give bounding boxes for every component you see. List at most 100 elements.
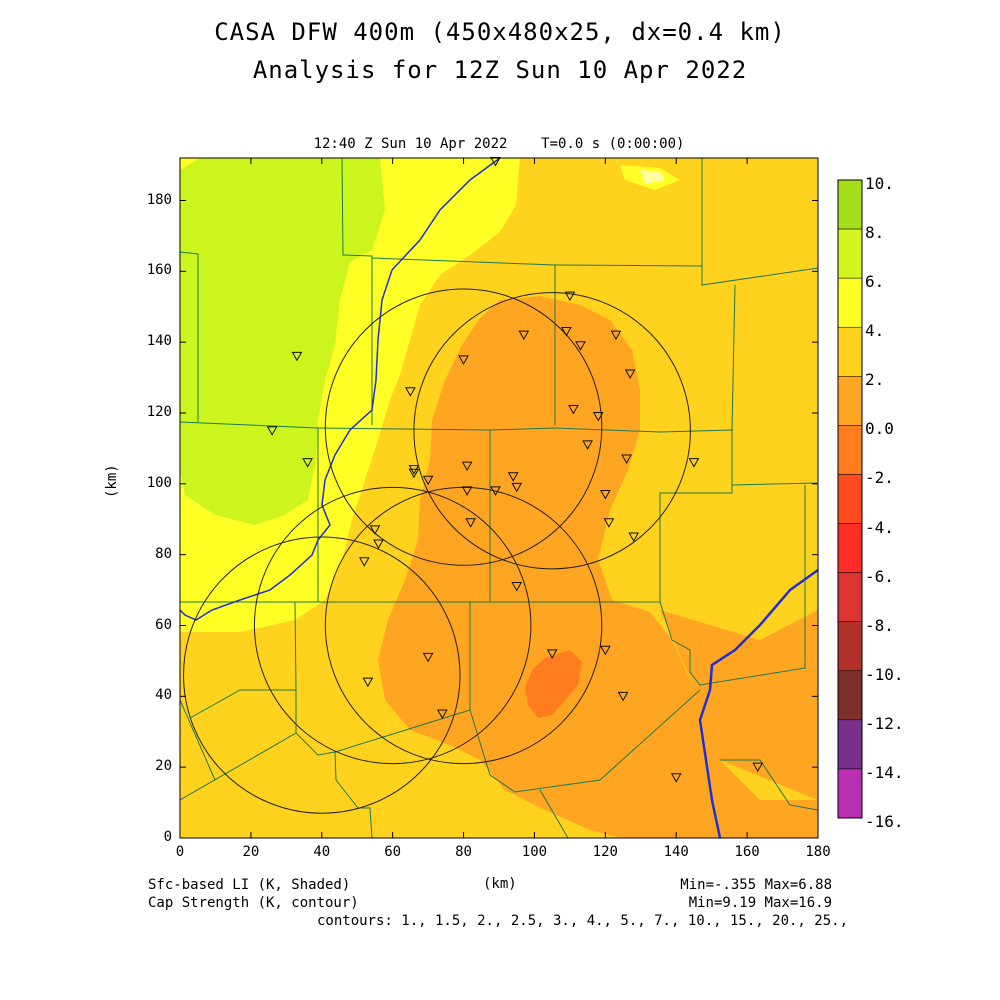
colorbar-label: -14. <box>865 762 904 782</box>
station-marker-icon <box>302 458 313 468</box>
colorbar-label: -10. <box>865 664 904 684</box>
x-tick-label: 40 <box>313 844 331 860</box>
y-tick-label: 0 <box>163 829 172 845</box>
station-marker-icon <box>461 461 473 472</box>
y-axis-label: (km) <box>104 464 120 498</box>
colorbar-label: 2. <box>865 370 885 390</box>
station-marker-icon <box>518 330 530 341</box>
li-band-6-to-8 <box>180 158 385 525</box>
colorbar-swatch <box>837 768 863 819</box>
station-marker-icon <box>373 539 384 550</box>
y-tick-label: 80 <box>155 545 172 562</box>
colorbar-swatch <box>837 474 863 524</box>
contour-min-max: Min=9.19 Max=16.9 <box>688 895 832 911</box>
colorbar-label: 6. <box>865 272 885 292</box>
shaded-field-label: Sfc-based LI (K, Shaded) <box>148 877 351 893</box>
colorbar-swatch <box>837 621 863 672</box>
colorbar-frame <box>837 179 863 819</box>
y-tick-label: 100 <box>146 474 172 491</box>
y-tick-label: 40 <box>155 687 172 704</box>
valid-time-label: 12:40 Z Sun 10 Apr 2022 T=0.0 s (0:00:00… <box>313 136 685 152</box>
radar-range-circle <box>413 292 691 570</box>
station-marker-icon <box>362 677 374 688</box>
station-marker-icon <box>461 486 473 496</box>
station-marker-icon <box>405 387 416 397</box>
station-marker-icon <box>628 532 640 542</box>
station-marker-icon <box>603 518 615 528</box>
station-marker-icon <box>511 582 523 592</box>
li-band-0-to-2 <box>378 296 818 838</box>
radar-range-circle <box>324 288 603 566</box>
x-tick-label: 120 <box>592 844 618 860</box>
colorbar-label: 4. <box>865 321 885 341</box>
colorbar-label: -2. <box>865 468 894 488</box>
colorbar-label: -6. <box>865 566 894 586</box>
li-band-neg2-to-0 <box>525 650 582 718</box>
colorbar-label: 0.0 <box>865 419 894 439</box>
x-tick-label: 160 <box>734 844 760 860</box>
x-tick-label: 60 <box>384 844 402 860</box>
x-tick-label: 140 <box>663 844 689 860</box>
colorbar-label: 8. <box>865 223 885 243</box>
hydrology-lines <box>180 158 818 838</box>
y-tick-label: 180 <box>146 191 172 208</box>
radar-range-circles <box>183 288 691 814</box>
colorbar <box>837 179 863 819</box>
colorbar-swatch <box>837 277 863 328</box>
colorbar-swatch <box>837 326 863 377</box>
colorbar-swatch <box>837 572 863 622</box>
station-marker-icon <box>582 440 593 450</box>
contour-levels: contours: 1., 1.5, 2., 2.5, 3., 4., 5., … <box>316 913 848 929</box>
colorbar-swatch <box>837 670 863 721</box>
colorbar-swatch <box>837 376 863 426</box>
station-marker-icon <box>599 489 611 500</box>
chart-title: CASA DFW 400m (450x480x25, dx=0.4 km) <box>214 18 786 46</box>
station-marker-icon <box>490 486 501 496</box>
station-marker-icon <box>436 709 448 720</box>
station-marker-icon <box>369 525 381 535</box>
station-marker-icon <box>568 404 579 415</box>
colorbar-swatch <box>837 425 863 475</box>
contour-field-label: Cap Strength (K, contour) <box>148 895 359 911</box>
colorbar-swatch <box>837 179 863 230</box>
y-tick-label: 120 <box>146 404 172 420</box>
radar-range-circle <box>253 486 532 765</box>
station-marker-icon <box>599 645 611 656</box>
station-marker-icon <box>465 518 476 528</box>
station-marker-icon <box>610 330 622 341</box>
colorbar-swatch <box>837 228 863 279</box>
colorbar-label: -8. <box>865 615 894 635</box>
y-tick-label: 160 <box>146 262 172 279</box>
colorbar-swatch <box>837 719 863 770</box>
colorbar-label: -12. <box>865 713 904 733</box>
y-tick-label: 140 <box>146 333 172 350</box>
plot-frame <box>179 157 819 839</box>
station-marker-icon <box>266 426 278 436</box>
colorbar-label: -4. <box>865 517 894 537</box>
y-tick-label: 60 <box>155 616 172 633</box>
station-marker-icon <box>422 652 434 663</box>
x-axis-label: (km) <box>483 876 517 892</box>
station-marker-icon <box>358 557 370 567</box>
x-tick-label: 80 <box>455 844 472 860</box>
station-marker-icon <box>670 773 682 783</box>
station-marker-icon <box>752 762 764 773</box>
station-marker-icon <box>617 691 629 702</box>
colorbar-swatch <box>837 523 863 573</box>
colorbar-label: -16. <box>865 812 904 831</box>
li-shaded-field <box>180 158 818 838</box>
station-marker-icon <box>408 468 420 479</box>
county-boundaries <box>180 158 818 838</box>
station-marker-icon <box>458 355 469 365</box>
station-marker-icon <box>291 351 303 362</box>
station-marker-icon <box>564 291 576 302</box>
x-tick-label: 180 <box>805 844 831 860</box>
station-marker-icon <box>621 454 632 465</box>
station-marker-icon <box>688 458 700 468</box>
station-marker-icon <box>624 369 636 380</box>
station-marker-icon <box>507 472 519 482</box>
y-tick-label: 20 <box>155 758 172 775</box>
colorbar-label: 10. <box>865 174 894 193</box>
station-marker-icon <box>546 649 558 659</box>
